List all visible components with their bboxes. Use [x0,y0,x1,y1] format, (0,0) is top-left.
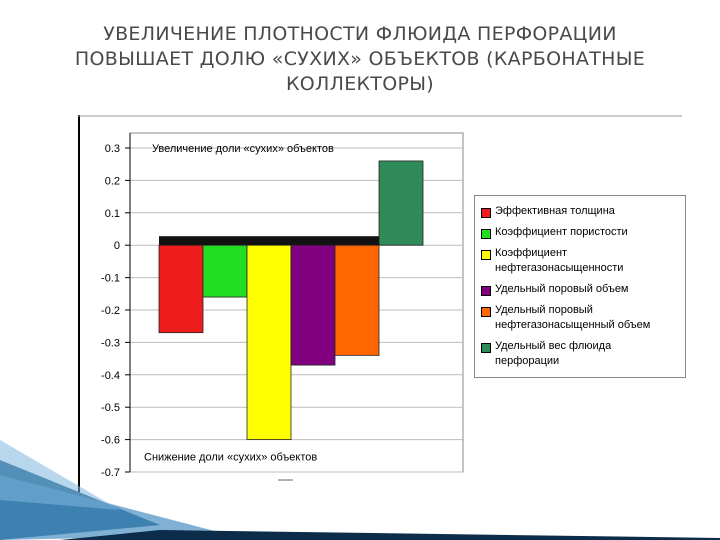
slide-title-line-2: ПОВЫШАЕТ ДОЛЮ «СУХИХ» ОБЪЕКТОВ (КАРБОНАТ… [74,48,646,70]
y-tick-label: 0.1 [105,208,120,220]
legend-item-5: Удельный поровый нефтегазонасыщенный объе… [481,303,681,333]
legend-swatch [481,307,491,317]
legend-label-continued: нефтегазонасыщенности [495,262,624,274]
y-tick-label: -0.7 [101,467,120,479]
legend-item-3: Коэффициент нефтегазонасыщенности [481,246,681,276]
legend-label: Эффективная толщина [495,205,615,217]
legend-item-6: Удельный вес флюида перфорации [481,339,681,369]
y-tick-label: -0.4 [101,370,120,382]
y-tick-label: -0.3 [101,337,120,349]
y-tick-label: 0.2 [105,175,120,187]
slide-title-line-1: УВЕЛИЧЕНИЕ ПЛОТНОСТИ ФЛЮИДА ПЕРФОРАЦИИ [103,23,617,45]
y-tick-label: -0.1 [101,273,120,285]
legend-swatch [481,250,491,260]
bar-2 [202,244,248,298]
legend-label: Коэффициент пористости [495,226,628,238]
bar-6 [378,160,424,246]
legend-label-continued: перфорации [495,355,560,367]
slide-corner-decoration [0,440,720,540]
legend-item-1: Эффективная толщина [481,204,681,219]
legend-swatch [481,229,491,239]
zero-floor-band [159,236,379,246]
chart-frame: 0.3 0.2 0.1 0 -0.1 -0.2 -0.3 -0.4 -0.5 -0.6 -0.7 Ув… [78,115,686,500]
slide-title-line-3: КОЛЛЕКТОРЫ) [285,73,434,95]
y-tick-label: -0.5 [101,402,120,414]
annotation-bottom: Снижение доли «сухих» объектов [144,452,317,464]
bar-chart: 0.3 0.2 0.1 0 -0.1 -0.2 -0.3 -0.4 -0.5 -0.6 -0.7 Ув… [78,115,682,500]
legend-label-continued: нефтегазонасыщенный объем [495,319,651,331]
y-tick-label: 0.3 [105,143,120,155]
legend-label: Удельный поровый [495,304,593,316]
legend-item-2: Коэффициент пористости [481,225,681,240]
bar-5 [334,244,380,356]
legend-label: Удельный поровый объем [495,283,629,295]
legend-item-4: Удельный поровый объем [481,282,681,297]
legend-label: Коэффициент [495,247,568,259]
slide-title: УВЕЛИЧЕНИЕ ПЛОТНОСТИ ФЛЮИДА ПЕРФОРАЦИИ П… [40,22,680,97]
bar-3 [246,244,292,440]
legend-swatch [481,286,491,296]
legend-swatch [481,208,491,218]
y-tick-label: -0.6 [101,435,120,447]
y-tick-label: 0 [114,240,120,252]
bar-4 [290,244,336,366]
chart-legend: Эффективная толщина Коэффициент пористост… [474,195,686,378]
bar-1 [158,244,204,334]
annotation-top: Увеличение доли «сухих» объектов [152,143,334,155]
y-tick-label: -0.2 [101,305,120,317]
legend-swatch [481,343,491,353]
legend-label: Удельный вес флюида [495,340,612,352]
